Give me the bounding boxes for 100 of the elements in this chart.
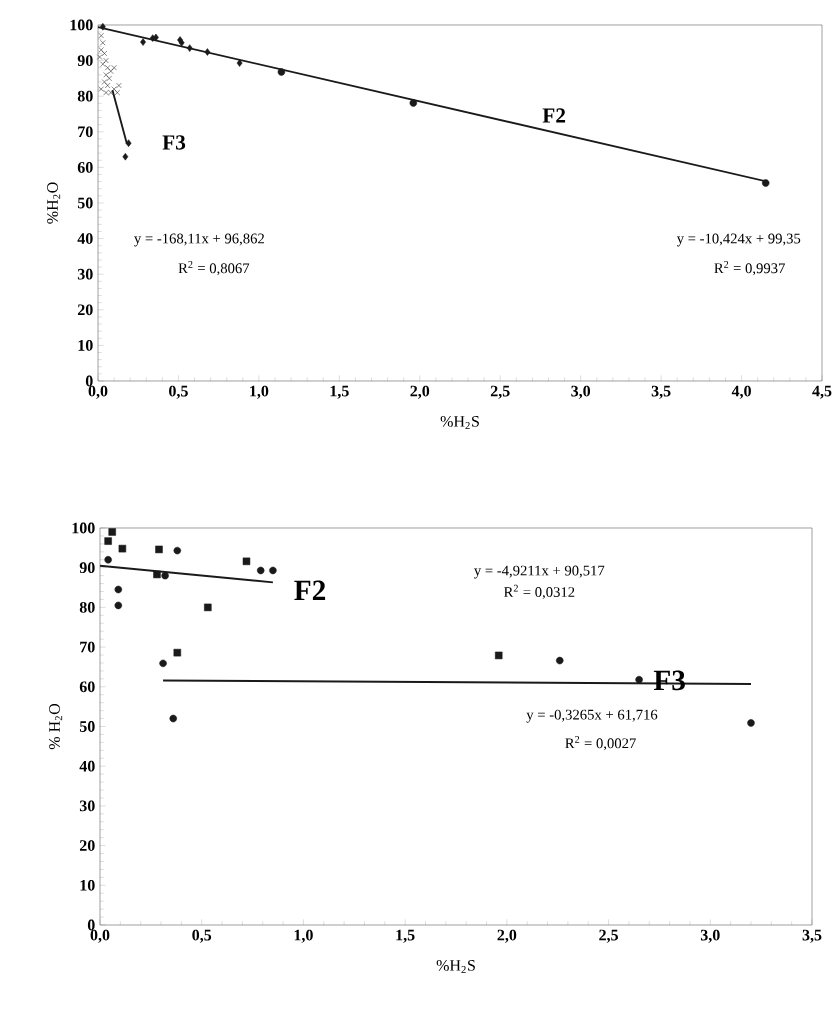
point — [98, 32, 104, 39]
point — [159, 659, 167, 668]
point — [101, 50, 108, 57]
x-tick-label: 3,0 — [700, 929, 720, 943]
point — [98, 47, 104, 53]
point — [761, 179, 770, 187]
x-tick-label: 1,0 — [294, 929, 313, 943]
x-tick-label: 2,5 — [599, 929, 618, 943]
y-tick-label: 100 — [70, 19, 93, 31]
annotation: R$^{2}$ = 0,9937 — [714, 260, 785, 276]
y-tick-label: 60 — [77, 161, 93, 173]
x-tick-label: 0,0 — [88, 385, 108, 399]
point — [173, 546, 182, 555]
y-tick-label: 70 — [78, 126, 93, 138]
y-tick-label: 80 — [79, 601, 95, 613]
y-tick-label: 90 — [79, 562, 95, 574]
annotation: F3 — [162, 135, 186, 150]
annotation: y = -168,11x + 96,862 — [134, 233, 264, 247]
point — [106, 75, 112, 82]
y-axis-title: % H$_{2}$O — [49, 703, 63, 750]
y-tick-label: 30 — [77, 268, 93, 280]
y-tick-label: 60 — [79, 681, 95, 693]
point — [125, 139, 132, 147]
x-tick-label: 1,5 — [330, 385, 349, 399]
point — [98, 86, 104, 92]
x-axis-title: %H$_{2}$S — [436, 959, 475, 974]
point — [104, 537, 112, 545]
point — [103, 72, 109, 78]
point — [100, 40, 106, 46]
y-tick-label: 90 — [77, 55, 93, 66]
annotation: y = -0,3265x + 61,716 — [526, 709, 658, 723]
x-tick-label: 0,5 — [169, 385, 188, 399]
point — [99, 23, 106, 31]
annotation: F2 — [542, 108, 566, 123]
x-tick-label: 2,0 — [497, 929, 517, 943]
x-tick-label: 0,5 — [192, 929, 212, 943]
y-tick-label: 10 — [78, 339, 93, 351]
y-tick-label: 80 — [77, 90, 93, 102]
point — [101, 79, 108, 85]
y-tick-label: 50 — [79, 721, 95, 732]
x-tick-label: 1,0 — [250, 385, 269, 399]
point — [96, 54, 103, 60]
point — [204, 48, 211, 56]
point — [277, 68, 286, 76]
point — [556, 656, 564, 665]
point — [204, 603, 212, 612]
x-tick-label: 2,5 — [490, 385, 510, 399]
point — [256, 566, 265, 575]
y-tick-label: 40 — [77, 233, 93, 244]
point — [747, 719, 755, 727]
annotation: R$^{2}$ = 0,0027 — [565, 736, 636, 751]
y-tick-label: 50 — [77, 197, 93, 209]
y-tick-label: 40 — [79, 760, 95, 772]
point — [494, 651, 503, 660]
y-tick-label: 20 — [77, 304, 93, 316]
point — [635, 675, 643, 684]
point — [111, 86, 117, 92]
point — [409, 99, 418, 107]
point — [173, 648, 182, 657]
point — [140, 38, 146, 46]
point — [122, 152, 129, 161]
y-tick-label: 70 — [80, 641, 95, 653]
point — [186, 44, 193, 52]
annotation: y = -4,9211x + 90,517 — [474, 565, 605, 579]
y-tick-label: 0 — [85, 375, 93, 387]
annotation: R$^{2}$ = 0,0312 — [503, 584, 575, 600]
y-tick-label: 30 — [79, 800, 95, 812]
y-tick-label: 0 — [87, 919, 95, 931]
point — [169, 714, 177, 723]
point — [242, 557, 251, 566]
point — [108, 528, 116, 536]
annotation: R$^{2}$ = 0,8067 — [178, 260, 250, 276]
point — [104, 556, 112, 564]
x-tick-label: 4,5 — [812, 385, 832, 399]
point — [155, 545, 163, 554]
x-tick-label: 0,0 — [90, 929, 110, 943]
y-axis-title: %H$_{2}$O — [47, 182, 61, 224]
point — [114, 601, 123, 610]
point — [103, 57, 109, 64]
x-tick-label: 2,0 — [410, 385, 430, 399]
point — [153, 570, 161, 579]
y-tick-label: 20 — [79, 840, 95, 851]
point — [104, 82, 111, 89]
x-tick-label: 1,5 — [396, 929, 415, 943]
y-tick-label: 100 — [72, 522, 95, 534]
x-tick-label: 3,5 — [651, 385, 671, 399]
point — [269, 566, 277, 575]
point — [118, 544, 127, 553]
annotation: F2 — [294, 580, 326, 601]
point — [100, 61, 106, 67]
x-axis-title: %H$_{2}$S — [440, 415, 479, 430]
x-tick-label: 3,5 — [802, 929, 822, 943]
point — [116, 82, 122, 89]
y-tick-label: 10 — [80, 879, 95, 891]
point — [236, 59, 243, 67]
point — [114, 585, 123, 594]
x-tick-label: 4,0 — [731, 385, 751, 399]
x-tick-label: 3,0 — [571, 385, 591, 399]
annotation: y = -10,424x + 99,35 — [676, 233, 801, 247]
point — [161, 571, 169, 580]
